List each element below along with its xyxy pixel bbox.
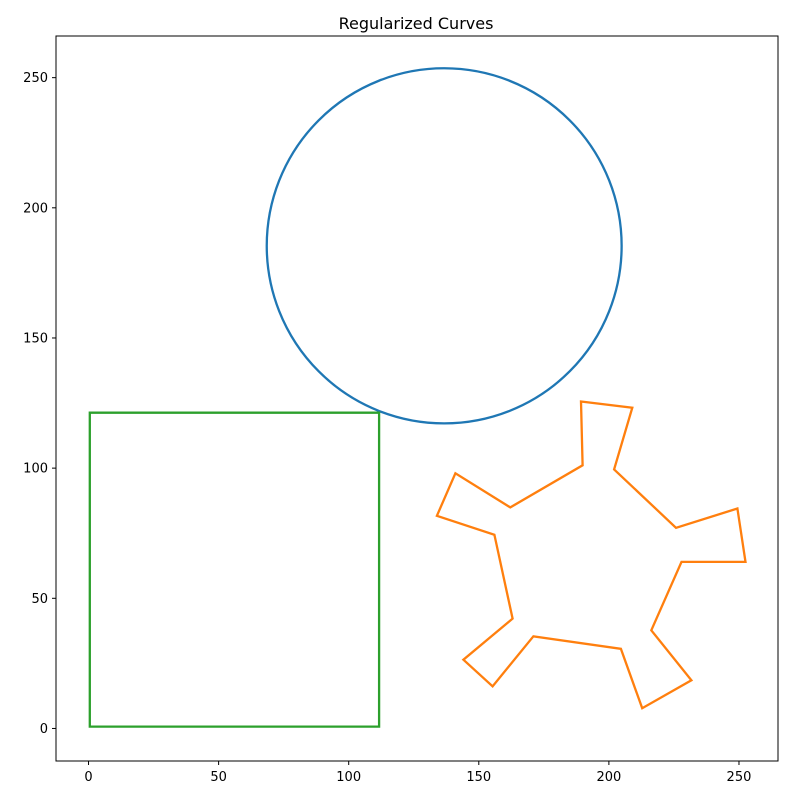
x-axis: 0 50 100 150 200 250: [84, 761, 751, 785]
y-tick-label: 50: [31, 592, 48, 607]
plot-frame: [55, 35, 779, 762]
x-tick-label: 150: [466, 770, 491, 785]
y-axis: 0 50 100 150 200 250: [23, 71, 56, 737]
series-star-polygon: [435, 400, 747, 710]
x-tick-label: 100: [336, 770, 361, 785]
x-tick-label: 50: [210, 770, 227, 785]
y-tick-label: 250: [23, 71, 48, 86]
series-layer: [88, 67, 747, 728]
series-circle: [265, 67, 623, 425]
y-tick-label: 100: [23, 462, 48, 477]
chart-title: Regularized Curves: [339, 14, 494, 33]
y-tick-label: 200: [23, 201, 48, 216]
x-tick-label: 250: [727, 770, 752, 785]
x-tick-label: 200: [596, 770, 621, 785]
y-tick-label: 0: [40, 722, 48, 737]
x-tick-label: 0: [84, 770, 92, 785]
series-rectangle: [88, 411, 381, 728]
y-tick-label: 150: [23, 331, 48, 346]
